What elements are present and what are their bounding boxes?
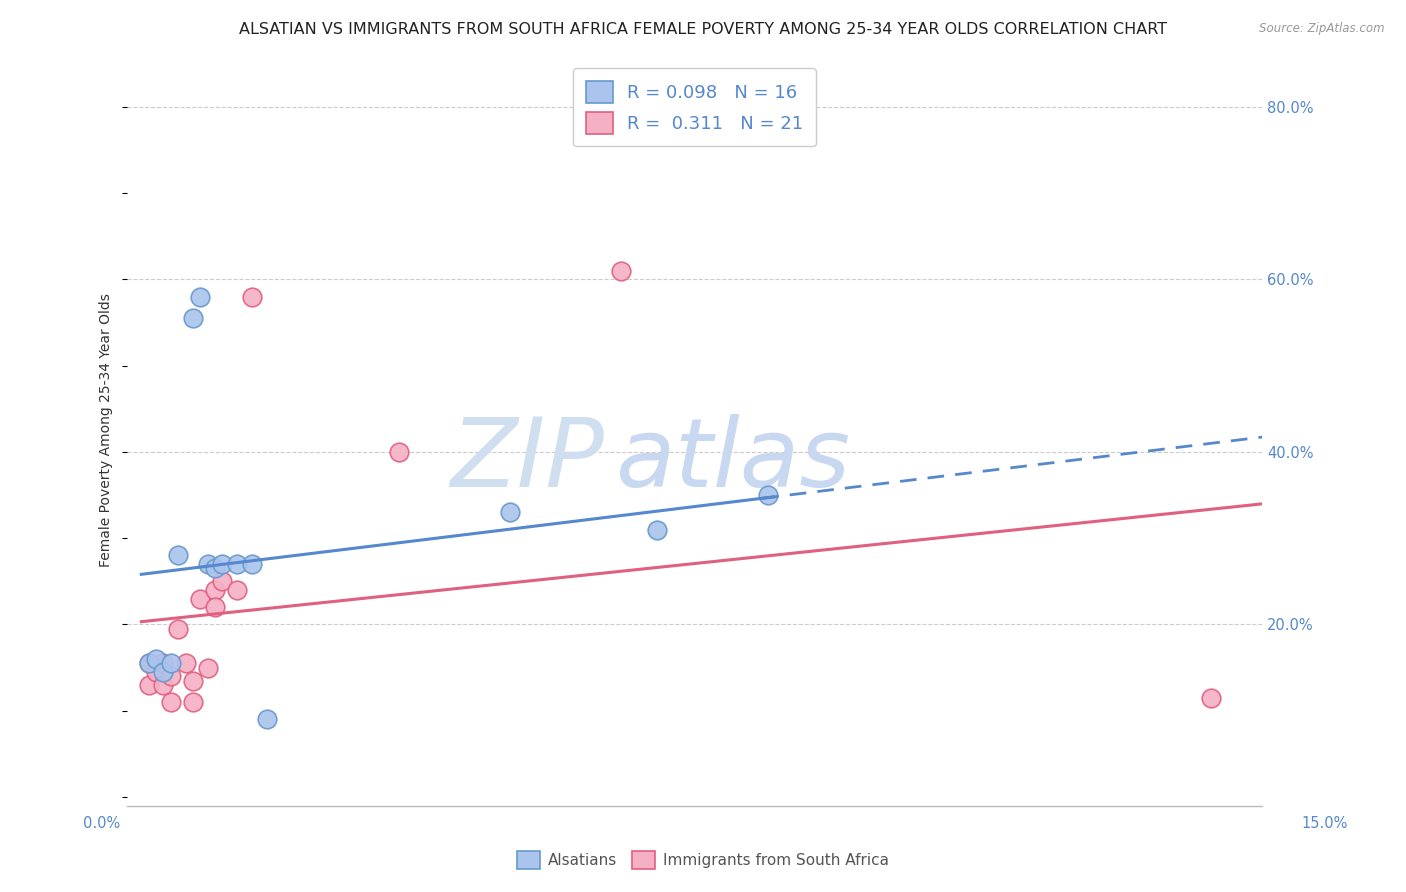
Y-axis label: Female Poverty Among 25-34 Year Olds: Female Poverty Among 25-34 Year Olds — [100, 293, 114, 567]
Point — [1199, 690, 1222, 705]
Point — [181, 673, 204, 688]
Point — [159, 669, 181, 683]
Point — [204, 582, 226, 597]
Point — [145, 652, 167, 666]
Point — [152, 657, 174, 671]
Point — [388, 445, 411, 459]
Text: 0.0%: 0.0% — [83, 816, 120, 830]
Point — [159, 657, 181, 671]
Point — [197, 660, 219, 674]
Point — [188, 591, 211, 606]
Text: Source: ZipAtlas.com: Source: ZipAtlas.com — [1260, 22, 1385, 36]
Point — [152, 678, 174, 692]
Point — [211, 574, 233, 589]
Point — [152, 665, 174, 679]
Text: atlas: atlas — [614, 414, 849, 507]
Point — [145, 665, 167, 679]
Point — [499, 505, 522, 519]
Legend: Alsatians, Immigrants from South Africa: Alsatians, Immigrants from South Africa — [510, 845, 896, 875]
Point — [756, 488, 779, 502]
Point — [138, 678, 160, 692]
Point — [211, 557, 233, 571]
Point — [159, 695, 181, 709]
Text: ALSATIAN VS IMMIGRANTS FROM SOUTH AFRICA FEMALE POVERTY AMONG 25-34 YEAR OLDS CO: ALSATIAN VS IMMIGRANTS FROM SOUTH AFRICA… — [239, 22, 1167, 37]
Point — [167, 622, 190, 636]
Point — [181, 311, 204, 326]
Point — [197, 557, 219, 571]
Point — [204, 561, 226, 575]
Point — [609, 264, 631, 278]
Point — [181, 695, 204, 709]
Legend: R = 0.098   N = 16, R =  0.311   N = 21: R = 0.098 N = 16, R = 0.311 N = 21 — [572, 68, 815, 146]
Point — [188, 290, 211, 304]
Point — [226, 582, 249, 597]
Point — [138, 657, 160, 671]
Point — [256, 712, 278, 726]
Point — [204, 600, 226, 615]
Text: ZIP: ZIP — [450, 414, 603, 507]
Point — [240, 290, 263, 304]
Text: 15.0%: 15.0% — [1302, 816, 1347, 830]
Point — [167, 549, 190, 563]
Point — [138, 657, 160, 671]
Point — [240, 557, 263, 571]
Point — [647, 523, 669, 537]
Point — [226, 557, 249, 571]
Point — [174, 657, 197, 671]
